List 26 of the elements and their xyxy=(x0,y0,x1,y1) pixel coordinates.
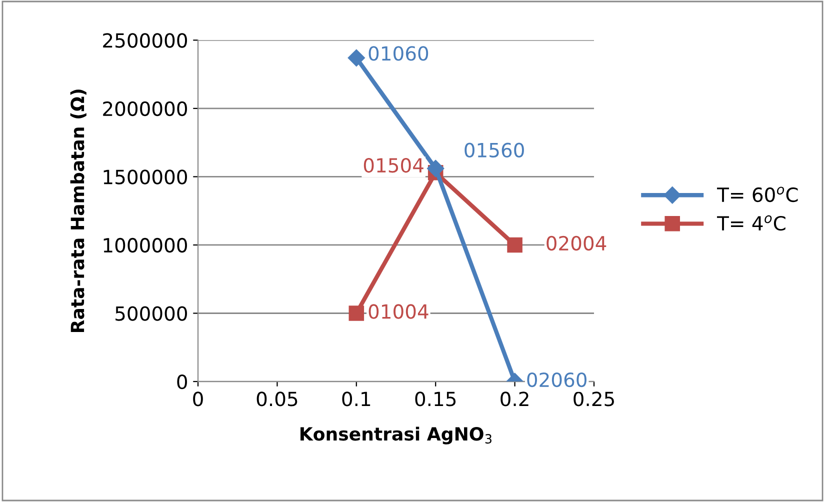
y-tick-label: 1000000 xyxy=(104,238,187,253)
y-tick-label: 2000000 xyxy=(103,101,187,116)
x-tick-label: 0 xyxy=(193,392,203,406)
x-tick-label: 0.1 xyxy=(342,392,370,406)
point xyxy=(507,237,522,253)
x-tick-label: 0.15 xyxy=(415,392,456,406)
x-axis-title: Konsentrasi AgNO$_{3}$ xyxy=(300,426,492,444)
y-tick-label: 2500000 xyxy=(103,33,187,48)
x-tick-label: 0.2 xyxy=(500,392,528,406)
y-tick-label: 0 xyxy=(177,374,187,390)
annotation: 01004 xyxy=(368,304,428,319)
annotation: 02060 xyxy=(527,372,586,388)
point xyxy=(348,49,365,66)
x-tick-label: 0.05 xyxy=(256,392,298,406)
y-axis-title: Rata-rata Hambatan (Ω) xyxy=(70,90,86,332)
annotation: 01504 xyxy=(364,158,424,173)
point xyxy=(348,306,364,321)
x-tick-label: 0.25 xyxy=(574,392,614,406)
annotation: 01060 xyxy=(368,46,428,61)
annotation: 02004 xyxy=(546,236,606,251)
legend-label: T= 60$^{o}$C xyxy=(717,186,798,202)
y-tick-label: 500000 xyxy=(116,306,187,321)
y-tick-label: 1500000 xyxy=(104,170,187,184)
legend-label: T= 4$^{o}$C xyxy=(717,215,786,231)
point xyxy=(427,160,444,178)
annotation: 01560 xyxy=(464,142,524,158)
